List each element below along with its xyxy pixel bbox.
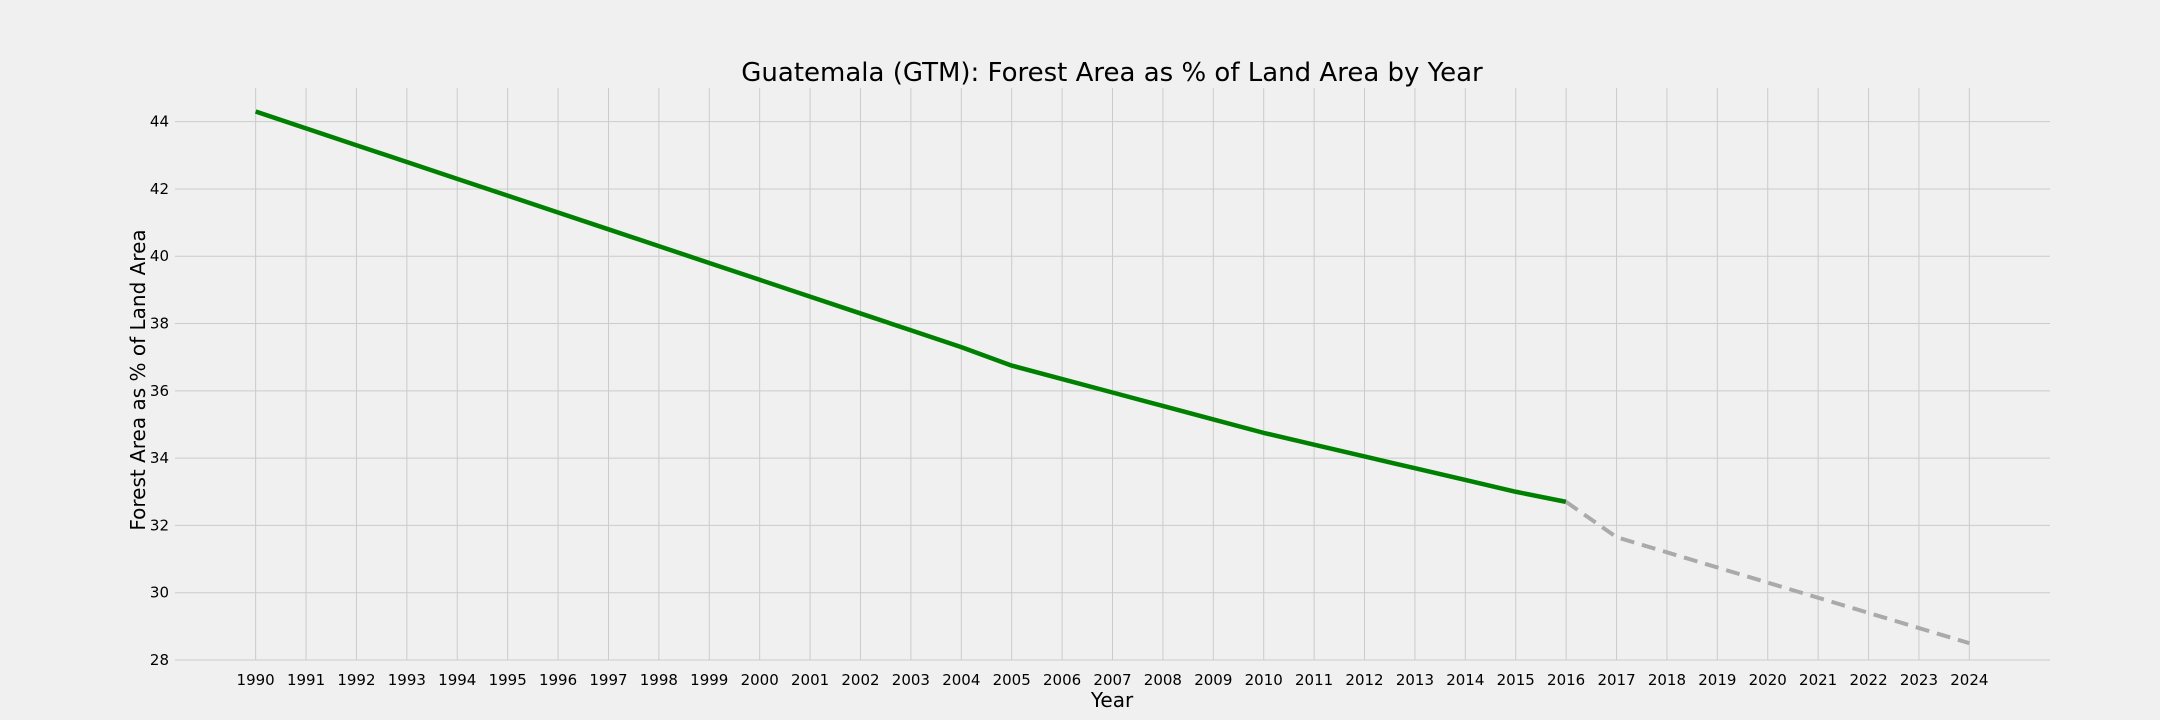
x-tick-label: 2020 — [1749, 671, 1787, 689]
y-tick-label: 36 — [150, 382, 169, 400]
x-tick-label: 1995 — [489, 671, 527, 689]
x-tick-label: 2019 — [1698, 671, 1736, 689]
series-group — [254, 109, 1970, 646]
x-tick-label: 2010 — [1245, 671, 1283, 689]
x-tick-label: 2005 — [993, 671, 1031, 689]
x-tick-label: 2012 — [1345, 671, 1383, 689]
x-axis-label: Year — [1090, 688, 1134, 712]
y-axis-label: Forest Area as % of Land Area — [126, 229, 150, 530]
y-tick-label: 32 — [150, 516, 169, 534]
x-tick-label: 2011 — [1295, 671, 1333, 689]
x-tick-label: 2013 — [1396, 671, 1434, 689]
x-tick-label: 1998 — [640, 671, 678, 689]
x-tick-label: 1993 — [388, 671, 426, 689]
x-tick-label: 1997 — [589, 671, 627, 689]
projected-series-line — [1564, 500, 1970, 646]
x-tick-label: 2015 — [1497, 671, 1535, 689]
y-tick-label: 44 — [150, 113, 169, 131]
x-tick-label: 2017 — [1597, 671, 1635, 689]
y-tick-label: 38 — [150, 315, 169, 333]
chart-title: Guatemala (GTM): Forest Area as % of Lan… — [741, 58, 1483, 88]
x-tick-label: 1990 — [237, 671, 275, 689]
x-tick-label: 2022 — [1849, 671, 1887, 689]
x-tick-label: 2024 — [1950, 671, 1988, 689]
x-tick-label: 2004 — [942, 671, 980, 689]
y-tick-label: 40 — [150, 247, 169, 265]
grid-lines — [175, 88, 2050, 661]
x-tick-label: 2021 — [1799, 671, 1837, 689]
y-tick-label: 30 — [150, 584, 169, 602]
x-tick-label: 1994 — [438, 671, 476, 689]
x-tick-label: 1991 — [287, 671, 325, 689]
x-tick-label: 2018 — [1648, 671, 1686, 689]
historical-series-line — [254, 109, 1567, 505]
x-tick-label: 2003 — [892, 671, 930, 689]
x-tick-label: 1996 — [539, 671, 577, 689]
x-tick-label: 1999 — [690, 671, 728, 689]
y-tick-label: 28 — [150, 651, 169, 669]
x-tick-label: 2023 — [1900, 671, 1938, 689]
y-tick-label: 42 — [150, 180, 169, 198]
x-tick-label: 2002 — [841, 671, 879, 689]
x-tick-label: 2001 — [791, 671, 829, 689]
x-tick-label: 2014 — [1446, 671, 1484, 689]
tick-labels: 1990 1991 1992 1993 1994 1995 1996 1997 1998 1999… — [150, 113, 1989, 689]
x-tick-label: 2009 — [1194, 671, 1232, 689]
y-tick-label: 34 — [150, 449, 169, 467]
x-tick-label: 2007 — [1093, 671, 1131, 689]
x-tick-label: 2000 — [741, 671, 779, 689]
x-tick-label: 2008 — [1144, 671, 1182, 689]
x-tick-label: 1992 — [337, 671, 375, 689]
x-tick-label: 2006 — [1043, 671, 1081, 689]
x-tick-label: 2016 — [1547, 671, 1585, 689]
